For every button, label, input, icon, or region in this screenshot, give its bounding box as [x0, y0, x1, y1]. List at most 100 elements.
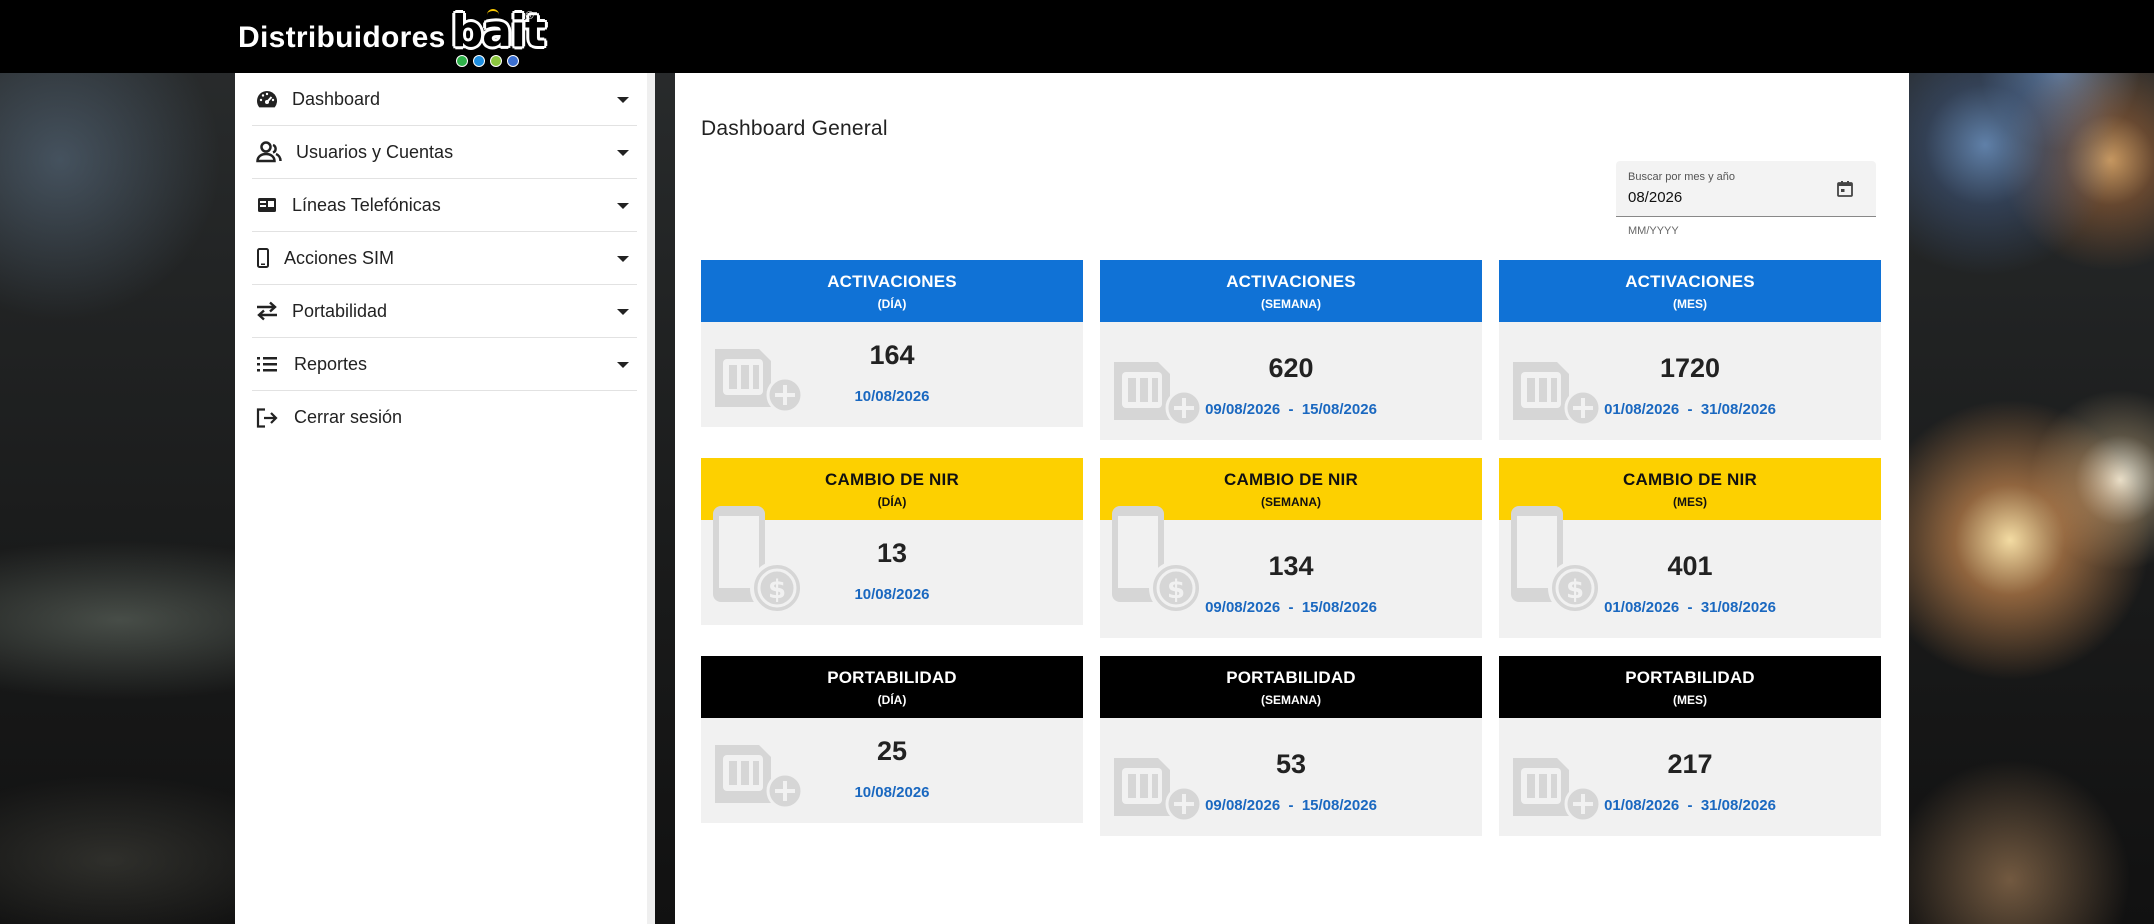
speedometer-icon: [254, 86, 280, 112]
stat-card-body: 164 10/08/2026: [701, 322, 1083, 427]
stat-card-value: 134: [1268, 551, 1314, 581]
month-year-search-input[interactable]: Buscar por mes y año 08/2026: [1616, 161, 1876, 217]
stat-card-title: CAMBIO DE NIR: [1623, 469, 1757, 489]
stat-card-value: 620: [1268, 353, 1314, 383]
svg-text:$: $: [1167, 575, 1185, 605]
stat-card-body: 53 09/08/2026 - 15/08/2026: [1100, 718, 1482, 836]
stat-card: CAMBIO DE NIR (MES) $401 01/08/2026 - 31/08…: [1499, 458, 1881, 638]
logo-dot: [506, 55, 519, 67]
svg-text:$: $: [1566, 575, 1584, 605]
caret-down-icon: [617, 150, 629, 156]
sidebar-item-label: Cerrar sesión: [294, 407, 403, 427]
stat-card-header: CAMBIO DE NIR (DÍA): [701, 458, 1083, 520]
sidebar: Dashboard Usuarios y Cuentas Líneas Tele…: [235, 73, 655, 924]
stat-card-period: (DÍA): [877, 494, 907, 509]
calendar-icon[interactable]: [1836, 180, 1854, 203]
bait-logo: bait ®: [452, 6, 546, 67]
stat-card-value: 53: [1275, 749, 1307, 779]
sim-card-add-icon: [1505, 348, 1605, 437]
main-content: Dashboard General Buscar por mes y año 0…: [675, 73, 1909, 924]
stat-card-title: CAMBIO DE NIR: [1224, 469, 1358, 489]
stat-card-title: PORTABILIDAD: [1226, 667, 1356, 687]
stat-card-date-range: 10/08/2026: [854, 388, 930, 405]
stat-card: PORTABILIDAD (DÍA) 25 10/08/2026: [701, 656, 1083, 823]
stat-card-period: (SEMANA): [1261, 494, 1321, 509]
stat-card-body: 1720 01/08/2026 - 31/08/2026: [1499, 322, 1881, 440]
stat-card-value: 1720: [1659, 353, 1721, 383]
stat-card-period: (SEMANA): [1261, 692, 1321, 707]
stat-card-value: 25: [876, 736, 908, 766]
sim-card-add-icon: [707, 335, 807, 424]
stat-card: PORTABILIDAD (MES) 217 01/08/2026 - 31/08/2…: [1499, 656, 1881, 836]
transfer-arrows-icon: [254, 298, 280, 324]
stat-card-body: 620 09/08/2026 - 15/08/2026: [1100, 322, 1482, 440]
stat-card: ACTIVACIONES (MES) 1720 01/08/2026 - 31/08/…: [1499, 260, 1881, 440]
logo-registered-mark: ®: [525, 10, 534, 22]
stat-card-header: ACTIVACIONES (MES): [1499, 260, 1881, 322]
stat-card-title: ACTIVACIONES: [827, 271, 957, 291]
id-card-icon: [254, 192, 280, 218]
caret-down-icon: [617, 97, 629, 103]
stat-card: CAMBIO DE NIR (SEMANA) $134 09/08/2026 - 15…: [1100, 458, 1482, 638]
logo-dot: [472, 55, 485, 67]
sidebar-item-acciones-sim[interactable]: Acciones SIM: [252, 232, 637, 285]
logo-dot: [455, 55, 468, 67]
stat-card-body: 217 01/08/2026 - 31/08/2026: [1499, 718, 1881, 836]
stat-card-title: ACTIVACIONES: [1226, 271, 1356, 291]
logout-icon: [254, 405, 280, 431]
sim-card-add-icon: [1505, 744, 1605, 833]
stat-card: CAMBIO DE NIR (DÍA) $13 10/08/2026: [701, 458, 1083, 625]
stat-card-title: ACTIVACIONES: [1625, 271, 1755, 291]
phone-dollar-icon: $: [1106, 502, 1206, 619]
stat-card-period: (DÍA): [877, 296, 907, 311]
stat-card-date-range: 01/08/2026 - 31/08/2026: [1604, 401, 1776, 418]
stat-card-date-range: 09/08/2026 - 15/08/2026: [1205, 599, 1377, 616]
page-title: Dashboard General: [701, 117, 888, 141]
caret-down-icon: [617, 362, 629, 368]
stat-card-date-range: 10/08/2026: [854, 784, 930, 801]
stat-card-period: (MES): [1673, 692, 1707, 707]
stat-card-header: CAMBIO DE NIR (MES): [1499, 458, 1881, 520]
stat-card-period: (DÍA): [877, 692, 907, 707]
stat-card-header: ACTIVACIONES (SEMANA): [1100, 260, 1482, 322]
stat-card-period: (MES): [1673, 296, 1707, 311]
stat-card-header: PORTABILIDAD (SEMANA): [1100, 656, 1482, 718]
top-bar: Distribuidores bait ®: [0, 0, 2154, 73]
logo-signal-icon: [486, 9, 499, 19]
mobile-phone-icon: [254, 245, 272, 271]
sidebar-item-lineas[interactable]: Líneas Telefónicas: [252, 179, 637, 232]
svg-text:$: $: [768, 575, 786, 605]
sidebar-item-usuarios[interactable]: Usuarios y Cuentas: [252, 126, 637, 179]
logo-word: bait: [451, 6, 546, 57]
stat-card-header: CAMBIO DE NIR (SEMANA): [1100, 458, 1482, 520]
sidebar-item-cerrar-sesion[interactable]: Cerrar sesión: [252, 391, 637, 444]
sidebar-item-label: Líneas Telefónicas: [292, 194, 441, 215]
date-format-hint: MM/YYYY: [1628, 225, 1679, 237]
list-icon: [254, 351, 280, 377]
caret-down-icon: [617, 309, 629, 315]
stat-card-period: (SEMANA): [1261, 296, 1321, 311]
sidebar-item-label: Acciones SIM: [284, 247, 395, 268]
phone-dollar-icon: $: [707, 502, 807, 619]
stat-card-value: 217: [1667, 749, 1713, 779]
phone-dollar-icon: $: [1505, 502, 1605, 619]
sidebar-item-dashboard[interactable]: Dashboard: [252, 73, 637, 126]
stat-card-value: 164: [869, 340, 915, 370]
sim-card-add-icon: [1106, 348, 1206, 437]
stat-card-body: $401 01/08/2026 - 31/08/2026: [1499, 506, 1881, 638]
sidebar-item-reportes[interactable]: Reportes: [252, 338, 637, 391]
stat-card-date-range: 09/08/2026 - 15/08/2026: [1205, 797, 1377, 814]
stat-card-body: 25 10/08/2026: [701, 718, 1083, 823]
caret-down-icon: [617, 203, 629, 209]
stat-card-value: 401: [1667, 551, 1713, 581]
stat-card-header: PORTABILIDAD (MES): [1499, 656, 1881, 718]
stat-card: ACTIVACIONES (SEMANA) 620 09/08/2026 - 15/0…: [1100, 260, 1482, 440]
date-search-value: 08/2026: [1628, 189, 1683, 206]
stat-card: PORTABILIDAD (SEMANA) 53 09/08/2026 - 15/08…: [1100, 656, 1482, 836]
brand-text: Distribuidores: [238, 21, 446, 54]
stat-card-date-range: 10/08/2026: [854, 586, 930, 603]
sidebar-item-portabilidad[interactable]: Portabilidad: [252, 285, 637, 338]
stat-card-date-range: 01/08/2026 - 31/08/2026: [1604, 797, 1776, 814]
brand-logo[interactable]: Distribuidores bait ®: [238, 6, 546, 67]
stat-card: ACTIVACIONES (DÍA) 164 10/08/2026: [701, 260, 1083, 427]
